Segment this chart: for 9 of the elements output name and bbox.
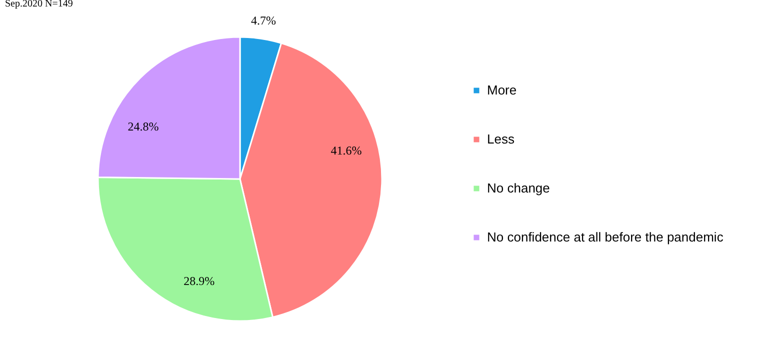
- chart-title: Sep.2020 N=149: [5, 0, 73, 10]
- legend-label: More: [487, 82, 517, 98]
- data-label: 41.6%: [330, 143, 362, 158]
- legend-label: No confidence at all before the pandemic: [487, 230, 724, 244]
- data-label: 24.8%: [128, 120, 159, 134]
- data-label: 4.7%: [251, 14, 276, 28]
- data-label: 28.9%: [184, 274, 215, 288]
- legend-label: No change: [487, 180, 550, 196]
- legend-label: Less: [487, 132, 515, 146]
